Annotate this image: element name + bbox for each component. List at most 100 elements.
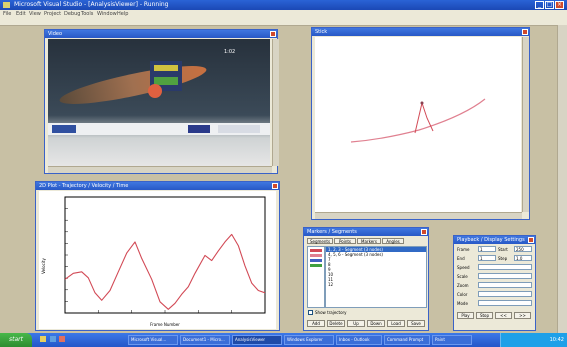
color-field[interactable] <box>478 291 532 297</box>
main-vertical-scrollbar[interactable] <box>557 25 567 333</box>
menu-item-project[interactable]: Project <box>44 11 62 17</box>
close-icon[interactable]: × <box>555 1 564 9</box>
taskbar-button[interactable]: Paint <box>432 335 472 345</box>
tab-points[interactable]: Points <box>334 238 356 244</box>
quick-launch-icon[interactable] <box>59 336 66 342</box>
stop-button[interactable]: Stop <box>476 312 493 319</box>
list-item[interactable]: 7 <box>328 257 331 262</box>
video-vertical-scrollbar[interactable] <box>272 39 279 166</box>
app-title-bar: Microsoft Visual Studio - [AnalysisViewe… <box>0 0 567 10</box>
quick-launch <box>40 336 100 344</box>
trajectory-window-title: Stick <box>312 28 529 36</box>
maximize-icon[interactable]: □ <box>545 1 554 9</box>
minimize-icon[interactable]: _ <box>535 1 544 9</box>
mode-field[interactable] <box>478 300 532 306</box>
save-button[interactable]: Save <box>407 320 425 327</box>
trajectory-vertical-scrollbar[interactable] <box>522 37 529 212</box>
plot-frame <box>64 196 266 314</box>
show-trajectory-checkbox[interactable] <box>308 310 313 315</box>
video-overlay-text: 1:02 <box>224 49 236 55</box>
trajectory-horizontal-scrollbar[interactable] <box>315 212 522 219</box>
speed-label: Speed <box>457 265 470 270</box>
forward-button[interactable]: >> <box>514 312 531 319</box>
trajectory-path <box>350 98 486 143</box>
play-button[interactable]: Play <box>457 312 474 319</box>
step-label: Step <box>498 256 508 261</box>
scale-label: Scale <box>457 274 468 279</box>
menu-item-view[interactable]: View <box>29 11 41 17</box>
ball <box>148 84 162 98</box>
list-item-selected[interactable]: 1, 2, 3 - Segment (3 nodes) <box>326 247 426 252</box>
close-icon[interactable] <box>421 229 427 235</box>
plot-area-background: Velocity Frame Number <box>39 191 276 329</box>
marker-point <box>420 101 424 105</box>
zoom-label: Zoom <box>457 283 469 288</box>
video-window: Video 1:02 <box>44 29 279 174</box>
delete-button[interactable]: Delete <box>327 320 345 327</box>
up-button[interactable]: Up <box>347 320 365 327</box>
taskbar-button[interactable]: Windows Explorer <box>284 335 334 345</box>
color-label: Color <box>457 292 468 297</box>
tab-angles[interactable]: Angles <box>382 238 404 244</box>
step-field[interactable]: 1.0 <box>514 255 532 261</box>
chart-ylabel: Velocity <box>41 258 46 274</box>
velocity-series-line <box>64 233 266 310</box>
menu-item-window[interactable]: Window <box>97 11 117 17</box>
frame-field[interactable]: 1 <box>478 246 496 252</box>
menu-item-help[interactable]: Help <box>117 11 129 17</box>
scale-field[interactable] <box>478 273 532 279</box>
load-button[interactable]: Load <box>387 320 405 327</box>
list-item[interactable]: 12 <box>328 282 334 287</box>
video-horizontal-scrollbar[interactable] <box>48 166 272 173</box>
list-item[interactable]: 8 <box>328 262 331 267</box>
zoom-field[interactable] <box>478 282 532 288</box>
start-button[interactable]: start <box>0 333 32 347</box>
taskbar-button[interactable]: Microsoft Visual... <box>128 335 178 345</box>
mode-label: Mode <box>457 301 468 306</box>
close-icon[interactable] <box>272 183 278 189</box>
video-frame: 1:02 <box>48 39 270 166</box>
taskbar-button-active[interactable]: AnalysisViewer <box>232 335 282 345</box>
list-item[interactable]: 4, 5, 6 - Segment (3 nodes) <box>328 252 383 257</box>
quick-launch-icon[interactable] <box>40 336 46 342</box>
color-swatch-column <box>307 246 325 308</box>
speed-field[interactable] <box>478 264 532 270</box>
plot-window: 2D Plot - Trajectory / Velocity / Time V… <box>35 181 280 331</box>
video-window-title: Video <box>45 30 277 38</box>
menu-item-debug[interactable]: Debug <box>64 11 81 17</box>
quick-launch-icon[interactable] <box>49 336 56 342</box>
advertising-board <box>48 123 270 135</box>
taskbar-button[interactable]: Command Prompt <box>384 335 430 345</box>
show-trajectory-label: Show trajectory <box>315 310 347 315</box>
add-button[interactable]: Add <box>307 320 325 327</box>
controls-window-title: Playback / Display Settings <box>454 236 535 244</box>
chart-xlabel: Frame Number <box>150 322 180 327</box>
rewind-button[interactable]: << <box>495 312 512 319</box>
down-button[interactable]: Down <box>367 320 385 327</box>
taskbar-button[interactable]: Document1 - Micro... <box>180 335 230 345</box>
list-item[interactable]: 9 <box>328 267 331 272</box>
close-icon[interactable] <box>270 31 276 37</box>
start-label: Start <box>498 247 508 252</box>
menu-bar: File Edit View Project Debug Tools Windo… <box>0 10 567 18</box>
close-icon[interactable] <box>528 237 534 243</box>
tab-markers[interactable]: Markers <box>357 238 381 244</box>
controls-window: Playback / Display Settings Frame 1 Star… <box>453 235 536 331</box>
end-field[interactable]: 1 <box>478 255 496 261</box>
menu-item-file[interactable]: File <box>3 11 12 17</box>
list-item[interactable]: 11 <box>328 277 334 282</box>
menu-item-edit[interactable]: Edit <box>16 11 26 17</box>
taskbar-button[interactable]: Inbox - Outlook <box>336 335 382 345</box>
menu-item-tools[interactable]: Tools <box>81 11 94 17</box>
markers-list[interactable]: 1, 2, 3 - Segment (3 nodes) 4, 5, 6 - Se… <box>325 246 427 308</box>
trajectory-canvas <box>315 37 521 212</box>
athlete-figure <box>57 58 209 112</box>
start-field[interactable]: 250 <box>514 246 532 252</box>
list-item[interactable]: 10 <box>328 272 334 277</box>
toolbar <box>0 18 567 26</box>
velocity-chart: Velocity Frame Number <box>41 196 266 327</box>
close-icon[interactable] <box>522 29 528 35</box>
app-icon <box>3 2 10 8</box>
taskbar: start Microsoft Visual... Document1 - Mi… <box>0 333 567 347</box>
tab-segments[interactable]: Segments <box>307 238 333 244</box>
